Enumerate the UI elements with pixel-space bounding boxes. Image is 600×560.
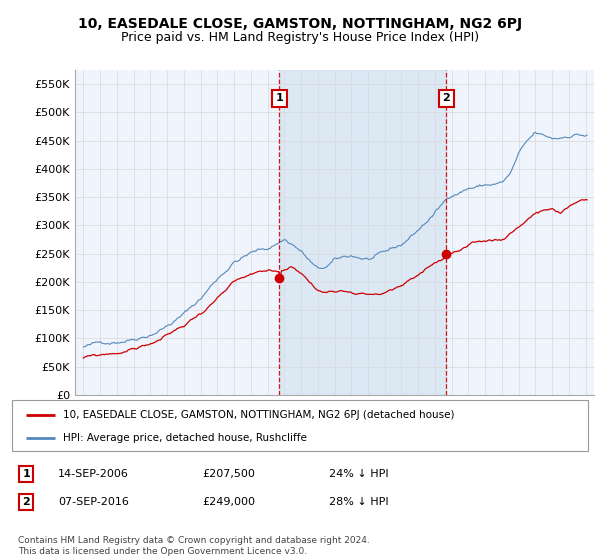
- Text: £249,000: £249,000: [202, 497, 255, 507]
- Text: 2: 2: [23, 497, 30, 507]
- Text: 10, EASEDALE CLOSE, GAMSTON, NOTTINGHAM, NG2 6PJ (detached house): 10, EASEDALE CLOSE, GAMSTON, NOTTINGHAM,…: [62, 409, 454, 419]
- Text: 10, EASEDALE CLOSE, GAMSTON, NOTTINGHAM, NG2 6PJ: 10, EASEDALE CLOSE, GAMSTON, NOTTINGHAM,…: [78, 17, 522, 31]
- Text: Price paid vs. HM Land Registry's House Price Index (HPI): Price paid vs. HM Land Registry's House …: [121, 31, 479, 44]
- Text: £207,500: £207,500: [202, 469, 255, 479]
- Text: 1: 1: [23, 469, 30, 479]
- Text: 07-SEP-2016: 07-SEP-2016: [58, 497, 129, 507]
- Text: 1: 1: [275, 94, 283, 103]
- Text: 14-SEP-2006: 14-SEP-2006: [58, 469, 129, 479]
- FancyBboxPatch shape: [12, 400, 588, 451]
- Text: 2: 2: [442, 94, 450, 103]
- Text: HPI: Average price, detached house, Rushcliffe: HPI: Average price, detached house, Rush…: [62, 433, 307, 443]
- Text: 28% ↓ HPI: 28% ↓ HPI: [329, 497, 388, 507]
- Text: 24% ↓ HPI: 24% ↓ HPI: [329, 469, 388, 479]
- Text: Contains HM Land Registry data © Crown copyright and database right 2024.
This d: Contains HM Land Registry data © Crown c…: [18, 536, 370, 556]
